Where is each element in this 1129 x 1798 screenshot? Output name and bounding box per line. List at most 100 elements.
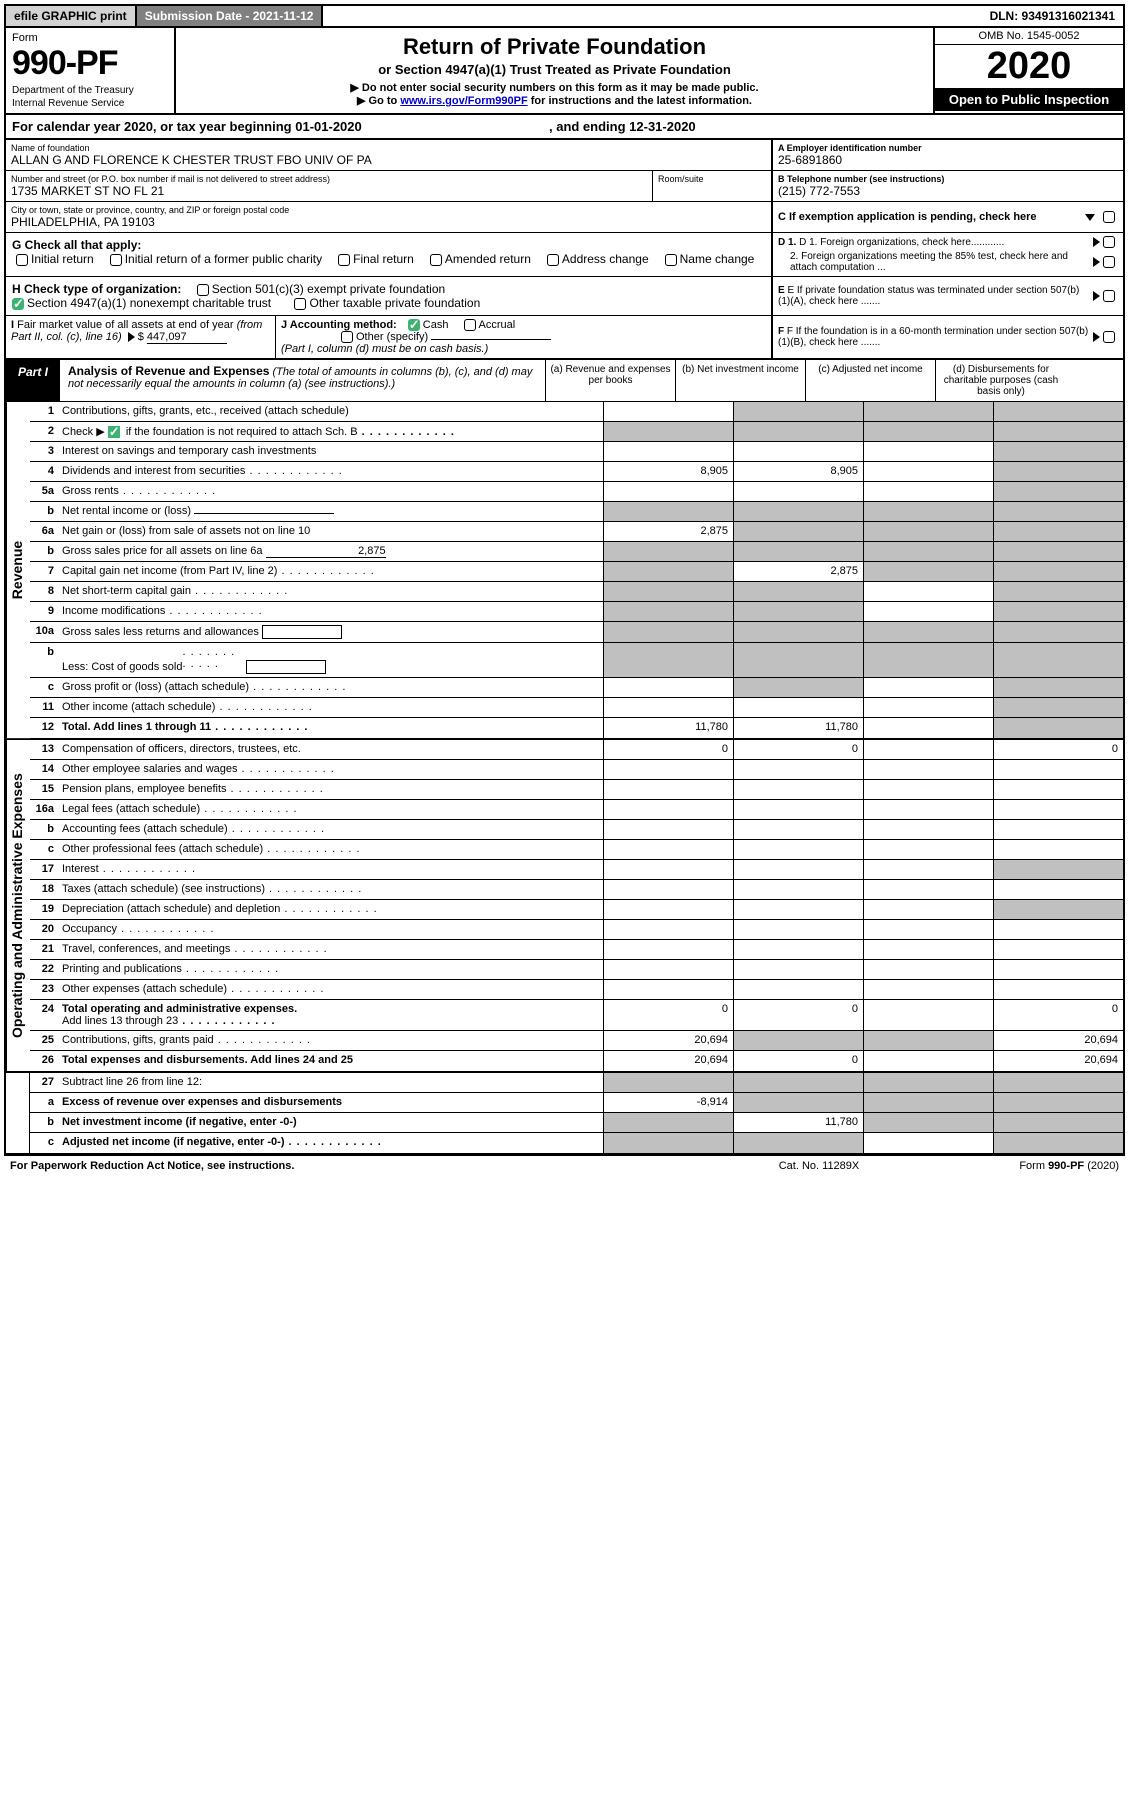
line-11: Other income (attach schedule) xyxy=(58,698,603,717)
line-19: Depreciation (attach schedule) and deple… xyxy=(58,900,603,919)
d2-checkbox[interactable] xyxy=(1103,256,1115,268)
expenses-side-label: Operating and Administrative Expenses xyxy=(6,740,30,1071)
val-6a: 2,875 xyxy=(603,522,733,541)
initial-former-checkbox[interactable] xyxy=(110,254,122,266)
val-7b: 2,875 xyxy=(733,562,863,581)
footer-catno: Cat. No. 11289X xyxy=(719,1160,919,1172)
ein-value: 25-6891860 xyxy=(778,153,1118,167)
arrow-icon xyxy=(1093,237,1100,247)
final-return-checkbox[interactable] xyxy=(338,254,350,266)
addr-label: Number and street (or P.O. box number if… xyxy=(11,174,647,184)
e-checkbox[interactable] xyxy=(1103,290,1115,302)
opt-name: Name change xyxy=(680,252,755,266)
j-note: (Part I, column (d) must be on cash basi… xyxy=(281,343,488,355)
line-24: Total operating and administrative expen… xyxy=(58,1000,603,1030)
cash-checkbox[interactable] xyxy=(408,319,420,331)
line-10a: Gross sales less returns and allowances xyxy=(58,622,603,642)
line-13: Compensation of officers, directors, tru… xyxy=(58,740,603,759)
address-change-checkbox[interactable] xyxy=(547,254,559,266)
form-label: Form xyxy=(12,32,168,44)
cal-begin: 01-01-2020 xyxy=(295,119,362,134)
val-24d: 0 xyxy=(993,1000,1123,1030)
omb-number: OMB No. 1545-0052 xyxy=(935,28,1123,45)
name-change-checkbox[interactable] xyxy=(665,254,677,266)
c-checkbox[interactable] xyxy=(1103,211,1115,223)
cal-mid: , and ending xyxy=(549,119,629,134)
dln-label: DLN: 93491316021341 xyxy=(982,6,1123,26)
col-a-header: (a) Revenue and expenses per books xyxy=(546,360,676,401)
submission-btn[interactable]: Submission Date - 2021-11-12 xyxy=(137,6,324,26)
line-9: Income modifications xyxy=(58,602,603,621)
line-17: Interest xyxy=(58,860,603,879)
inspection-label: Open to Public Inspection xyxy=(935,88,1123,111)
opt-final: Final return xyxy=(353,252,414,266)
efile-btn[interactable]: efile GRAPHIC print xyxy=(6,6,137,26)
addr-value: 1735 MARKET ST NO FL 21 xyxy=(11,184,647,198)
cash-text: Cash xyxy=(423,319,449,331)
f-label: F If the foundation is in a 60-month ter… xyxy=(778,326,1088,348)
phone-label: B Telephone number (see instructions) xyxy=(778,174,1118,184)
line-23: Other expenses (attach schedule) xyxy=(58,980,603,999)
val-12a: 11,780 xyxy=(603,718,733,738)
c-label: C If exemption application is pending, c… xyxy=(778,211,1085,223)
other-checkbox[interactable] xyxy=(341,331,353,343)
line-4: Dividends and interest from securities xyxy=(58,462,603,481)
e-label: E If private foundation status was termi… xyxy=(778,285,1079,307)
city-label: City or town, state or province, country… xyxy=(11,205,766,215)
d1-label: D 1. Foreign organizations, check here..… xyxy=(799,237,1004,248)
d1-checkbox[interactable] xyxy=(1103,236,1115,248)
initial-return-checkbox[interactable] xyxy=(16,254,28,266)
line-25: Contributions, gifts, grants paid xyxy=(58,1031,603,1050)
val-24b: 0 xyxy=(733,1000,863,1030)
cal-end: 12-31-2020 xyxy=(629,119,696,134)
d2-label: 2. Foreign organizations meeting the 85%… xyxy=(778,251,1090,273)
accrual-checkbox[interactable] xyxy=(464,319,476,331)
val-12b: 11,780 xyxy=(733,718,863,738)
h2-checkbox[interactable] xyxy=(12,298,24,310)
val-4a: 8,905 xyxy=(603,462,733,481)
sch-b-checkbox[interactable] xyxy=(108,426,120,438)
line-14: Other employee salaries and wages xyxy=(58,760,603,779)
h1-text: Section 501(c)(3) exempt private foundat… xyxy=(212,282,445,296)
line-15: Pension plans, employee benefits xyxy=(58,780,603,799)
arrow-down-icon xyxy=(1085,214,1095,221)
val-13d: 0 xyxy=(993,740,1123,759)
val-25a: 20,694 xyxy=(603,1031,733,1050)
line-21: Travel, conferences, and meetings xyxy=(58,940,603,959)
line-5a: Gross rents xyxy=(58,482,603,501)
phone-value: (215) 772-7553 xyxy=(778,184,1118,198)
j-label: J Accounting method: xyxy=(281,319,397,331)
line-16b: Accounting fees (attach schedule) xyxy=(58,820,603,839)
line-16c: Other professional fees (attach schedule… xyxy=(58,840,603,859)
form-link[interactable]: www.irs.gov/Form990PF xyxy=(400,95,527,107)
line-2: Check ▶ if the foundation is not require… xyxy=(58,422,603,441)
footer-form: Form 990-PF (2020) xyxy=(919,1160,1119,1172)
part1-label: Part I xyxy=(6,360,60,401)
h3-checkbox[interactable] xyxy=(294,298,306,310)
arrow-icon xyxy=(1093,291,1100,301)
line-22: Printing and publications xyxy=(58,960,603,979)
ein-label: A Employer identification number xyxy=(778,143,1118,153)
g-label: G Check all that apply: xyxy=(12,238,141,252)
val-24a: 0 xyxy=(603,1000,733,1030)
val-13a: 0 xyxy=(603,740,733,759)
val-4b: 8,905 xyxy=(733,462,863,481)
dept-irs: Internal Revenue Service xyxy=(12,98,168,109)
name-label: Name of foundation xyxy=(11,143,766,153)
revenue-side-label: Revenue xyxy=(6,402,30,738)
val-25d: 20,694 xyxy=(993,1031,1123,1050)
footer-notice: For Paperwork Reduction Act Notice, see … xyxy=(10,1160,719,1172)
val-13b: 0 xyxy=(733,740,863,759)
form-number: 990-PF xyxy=(12,44,168,83)
amended-checkbox[interactable] xyxy=(430,254,442,266)
form-subtitle: or Section 4947(a)(1) Trust Treated as P… xyxy=(196,62,913,77)
city-value: PHILADELPHIA, PA 19103 xyxy=(11,215,766,229)
line-12: Total. Add lines 1 through 11 xyxy=(58,718,603,738)
f-checkbox[interactable] xyxy=(1103,331,1115,343)
dept-treasury: Department of the Treasury xyxy=(12,85,168,96)
h1-checkbox[interactable] xyxy=(197,284,209,296)
goto-line: ▶ Go to www.irs.gov/Form990PF for instru… xyxy=(196,94,913,107)
col-c-header: (c) Adjusted net income xyxy=(806,360,936,401)
line-27a: Excess of revenue over expenses and disb… xyxy=(58,1093,603,1112)
opt-initial: Initial return xyxy=(31,252,94,266)
